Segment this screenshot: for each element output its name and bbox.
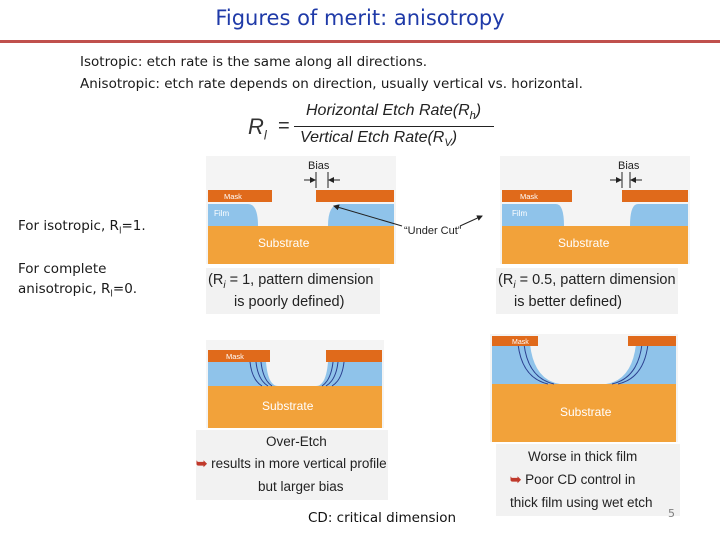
mask-left (502, 190, 572, 202)
substrate-layer (208, 226, 394, 264)
thick-film-note-box (496, 444, 680, 516)
bias-label: Bias (308, 160, 330, 172)
film-label: Film (512, 209, 527, 218)
etch-front-1 (517, 343, 549, 385)
etch-front-6 (321, 361, 334, 387)
undercut-pointer (333, 204, 403, 227)
left-note-line1: (Ri = 1, pattern dimension (208, 272, 374, 291)
mask-left (208, 190, 272, 202)
etch-front-3 (617, 343, 649, 385)
left-note-box (206, 268, 380, 314)
substrate-label: Substrate (262, 399, 314, 413)
red-arrow-icon: ➥ (510, 472, 522, 487)
overetch-title: Over-Etch (266, 434, 327, 449)
etch-front-2 (255, 361, 269, 387)
anisotropic-definition: Anisotropic: etch rate depends on direct… (80, 76, 583, 92)
etch-front-4 (331, 361, 345, 387)
etched-trench (266, 362, 328, 386)
mask-left (208, 350, 270, 362)
formula-lhs: Rl (248, 114, 267, 143)
film-right (630, 204, 688, 226)
anisotropic-note: For complete anisotropic, Rl=0. (18, 261, 138, 300)
film-left (208, 204, 258, 226)
right-note-box (496, 268, 678, 314)
substrate-label: Substrate (258, 236, 310, 250)
overetch-bullet-1: ➥ results in more vertical profile (196, 456, 387, 471)
overetch-diagram: Mask Substrate (206, 340, 384, 428)
isotropic-note: For isotropic, Rl=1. (18, 218, 146, 237)
improved-etch-diagram: Mask Film Substrate Bias (500, 156, 690, 264)
fraction-bar (294, 126, 494, 127)
etch-front-4 (611, 343, 643, 385)
title-underline (0, 40, 720, 43)
anisotropy-formula: Rl = Horizontal Etch Rate(Rh) Vertical E… (248, 102, 498, 154)
undercut-label: “Under Cut” (404, 225, 462, 237)
formula-equals: = (278, 115, 290, 137)
etch-front-2 (523, 343, 555, 385)
overetch-note-box (196, 430, 388, 500)
right-note-line2: is better defined) (514, 294, 623, 310)
mask-right (628, 336, 676, 346)
etched-trench (530, 344, 636, 384)
mask-right (622, 190, 688, 202)
cd-footnote: CD: critical dimension (308, 510, 457, 526)
etch-front-3 (260, 361, 273, 387)
overetch-bullet-1-cont: but larger bias (258, 479, 344, 494)
isotropic-etch-diagram: Mask Film Substrate Bias “Under Cut” (206, 156, 483, 264)
page-number: 5 (668, 507, 675, 520)
substrate-layer (492, 384, 676, 442)
formula-numerator: Horizontal Etch Rate(Rh) (306, 102, 482, 123)
red-arrow-icon: ➥ (196, 456, 208, 471)
etch-front-1 (249, 361, 263, 387)
thick-film-bullet: ➥ Poor CD control in (510, 472, 636, 487)
etch-front-5 (325, 361, 339, 387)
mask-label: Mask (512, 339, 529, 346)
mask-label: Mask (224, 192, 242, 201)
mask-label: Mask (520, 192, 538, 201)
mask-label: Mask (226, 352, 244, 361)
thick-film-bullet-cont: thick film using wet etch (510, 495, 653, 510)
thick-film-diagram: Mask Substrate (490, 334, 678, 442)
bias-label: Bias (618, 160, 640, 172)
film-label: Film (214, 209, 229, 218)
mask-right (316, 190, 394, 202)
formula-denominator: Vertical Etch Rate(RV) (300, 129, 458, 150)
mask-left (492, 336, 538, 346)
right-note-line1: (Ri = 0.5, pattern dimension (498, 272, 676, 291)
isotropic-definition: Isotropic: etch rate is the same along a… (80, 54, 428, 70)
substrate-label: Substrate (558, 236, 610, 250)
left-note-line2: is poorly defined) (234, 294, 345, 310)
mask-right (326, 350, 382, 362)
substrate-layer (502, 226, 688, 264)
page-title: Figures of merit: anisotropy (215, 6, 505, 30)
undercut-pointer-right (459, 215, 483, 227)
thick-film-title: Worse in thick film (528, 449, 638, 464)
substrate-layer (208, 386, 382, 428)
film-left (502, 204, 564, 226)
substrate-label: Substrate (560, 405, 612, 419)
